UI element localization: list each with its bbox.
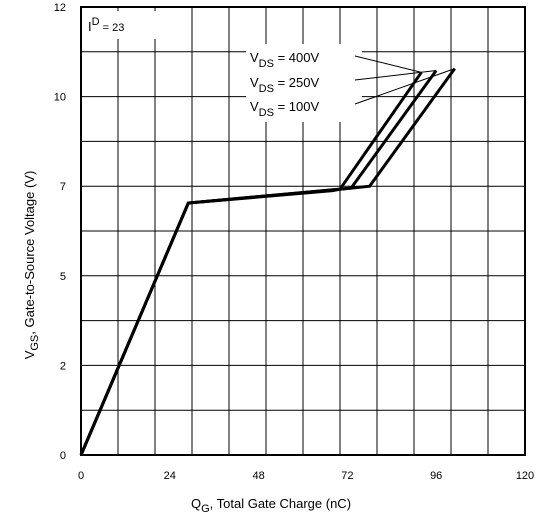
x-axis-title: QG, Total Gate Charge (nC)	[191, 496, 351, 515]
x-tick-label: 72	[341, 470, 353, 482]
vds-label: VDS = 250V	[250, 75, 319, 95]
vds-label: VDS = 400V	[250, 50, 319, 70]
vds-label: VDS = 100V	[250, 99, 319, 119]
x-tick-label: 24	[164, 470, 176, 482]
leader-line	[354, 69, 437, 81]
vds-legend-box	[246, 44, 362, 122]
y-tick-label: 12	[54, 2, 66, 14]
x-tick-label: 120	[516, 470, 534, 482]
y-axis-title: VGS, Gate-to-Source Voltage (V)	[22, 171, 41, 360]
x-tick-labels: 0 24 48 72 96 120	[78, 470, 534, 482]
y-tick-label: 5	[60, 271, 66, 283]
series-line	[79, 71, 423, 456]
vds-labels: VDS = 400V VDS = 250V VDS = 100V	[250, 50, 319, 119]
x-tick-label: 96	[430, 470, 442, 482]
y-tick-labels: 0 2 5 7 10 12	[54, 2, 66, 462]
y-tick-label: 10	[54, 92, 66, 104]
id-label-box	[84, 11, 170, 39]
leader-lines	[354, 55, 455, 105]
x-tick-label: 48	[252, 470, 264, 482]
y-tick-label: 2	[60, 360, 66, 372]
series-line	[79, 67, 456, 456]
series-group	[79, 67, 456, 456]
id-label: ID = 23	[88, 16, 124, 34]
leader-line	[354, 55, 422, 73]
y-tick-label: 7	[60, 181, 66, 193]
x-tick-label: 0	[78, 470, 84, 482]
leader-line	[354, 68, 455, 105]
y-tick-label: 0	[60, 450, 66, 462]
plot-frame	[80, 6, 526, 456]
